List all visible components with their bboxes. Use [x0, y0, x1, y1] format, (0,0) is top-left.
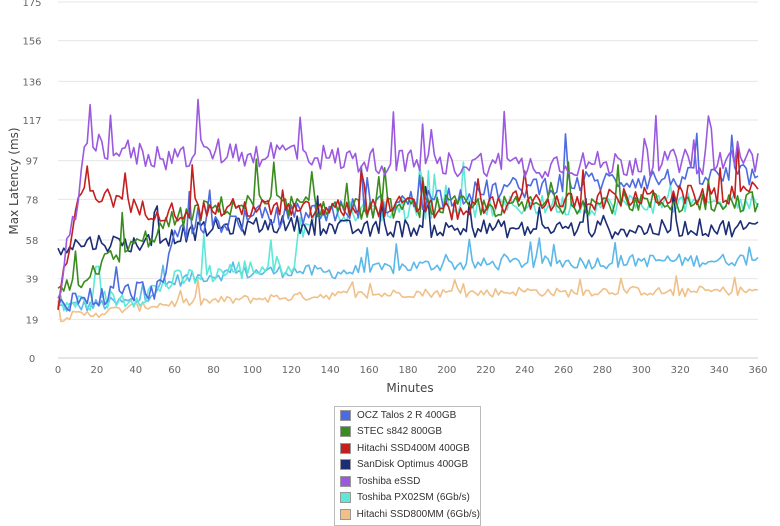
x-tick-label: 160 — [360, 365, 379, 376]
x-tick-label: 260 — [554, 365, 573, 376]
legend-label: OCZ Talos 2 R 400GB — [357, 409, 457, 421]
series-line — [57, 161, 759, 312]
x-tick-label: 200 — [437, 365, 456, 376]
x-tick-label: 120 — [282, 365, 301, 376]
y-axis-ticks: 0 19 39 58 78 97 117 136 156 175 — [22, 0, 41, 365]
legend-label: Hitachi SSD400M 400GB — [357, 442, 470, 454]
x-tick-label: 140 — [321, 365, 340, 376]
y-tick-label: 175 — [22, 0, 41, 9]
legend-item: SanDisk Optimus 400GB — [335, 457, 480, 474]
legend-swatch — [340, 459, 351, 471]
y-tick-label: 78 — [26, 195, 39, 206]
x-axis-ticks: 0 20 40 60 80 100 120 140 160 180 200 220 240 260 280 3… — [55, 365, 768, 376]
y-tick-label: 0 — [29, 354, 35, 365]
legend-item: STEC s842 800GB — [335, 424, 480, 441]
x-tick-label: 320 — [671, 365, 690, 376]
y-tick-label: 19 — [26, 315, 39, 326]
legend: OCZ Talos 2 R 400GB STEC s842 800GB Hitach… — [334, 406, 481, 526]
y-tick-label: 39 — [26, 275, 39, 286]
legend-item: Toshiba PX02SM (6Gb/s) — [335, 490, 480, 507]
y-tick-label: 97 — [26, 157, 39, 168]
x-tick-label: 20 — [91, 365, 104, 376]
legend-item: Hitachi SSD400M 400GB — [335, 440, 480, 457]
legend-swatch — [340, 409, 351, 421]
series-line — [57, 132, 759, 312]
x-tick-label: 360 — [748, 365, 767, 376]
legend-item: Toshiba eSSD — [335, 473, 480, 490]
series-line — [57, 275, 759, 323]
series-line — [57, 185, 759, 256]
series-line — [57, 237, 759, 312]
legend-swatch — [340, 426, 351, 438]
series-line — [57, 141, 759, 311]
x-tick-label: 60 — [168, 365, 181, 376]
x-axis-title: Minutes — [386, 381, 433, 395]
legend-label: Toshiba eSSD — [357, 475, 421, 487]
legend-label: STEC s842 800GB — [357, 426, 443, 438]
plot-series — [57, 98, 759, 323]
x-tick-label: 220 — [476, 365, 495, 376]
x-tick-label: 40 — [129, 365, 142, 376]
x-tick-label: 100 — [243, 365, 262, 376]
legend-item: OCZ Talos 2 R 400GB — [335, 407, 480, 424]
y-tick-label: 136 — [22, 77, 41, 88]
x-tick-label: 240 — [515, 365, 534, 376]
legend-swatch — [340, 492, 351, 504]
legend-label: SanDisk Optimus 400GB — [357, 459, 469, 471]
legend-item: Hitachi SSD800MM (6Gb/s) — [335, 506, 480, 523]
y-axis-title: Max Latency (ms) — [7, 127, 21, 234]
x-tick-label: 300 — [632, 365, 651, 376]
legend-swatch — [340, 508, 351, 520]
x-tick-label: 80 — [207, 365, 220, 376]
x-tick-label: 280 — [593, 365, 612, 376]
y-tick-label: 58 — [26, 236, 39, 247]
y-tick-label: 156 — [22, 37, 41, 48]
y-tick-label: 117 — [22, 116, 41, 127]
legend-label: Toshiba PX02SM (6Gb/s) — [357, 492, 470, 504]
x-tick-label: 340 — [710, 365, 729, 376]
x-tick-label: 180 — [398, 365, 417, 376]
legend-label: Hitachi SSD800MM (6Gb/s) — [356, 508, 480, 520]
series-line — [57, 98, 759, 299]
legend-swatch — [340, 475, 351, 487]
x-tick-label: 0 — [55, 365, 61, 376]
legend-swatch — [340, 442, 351, 454]
